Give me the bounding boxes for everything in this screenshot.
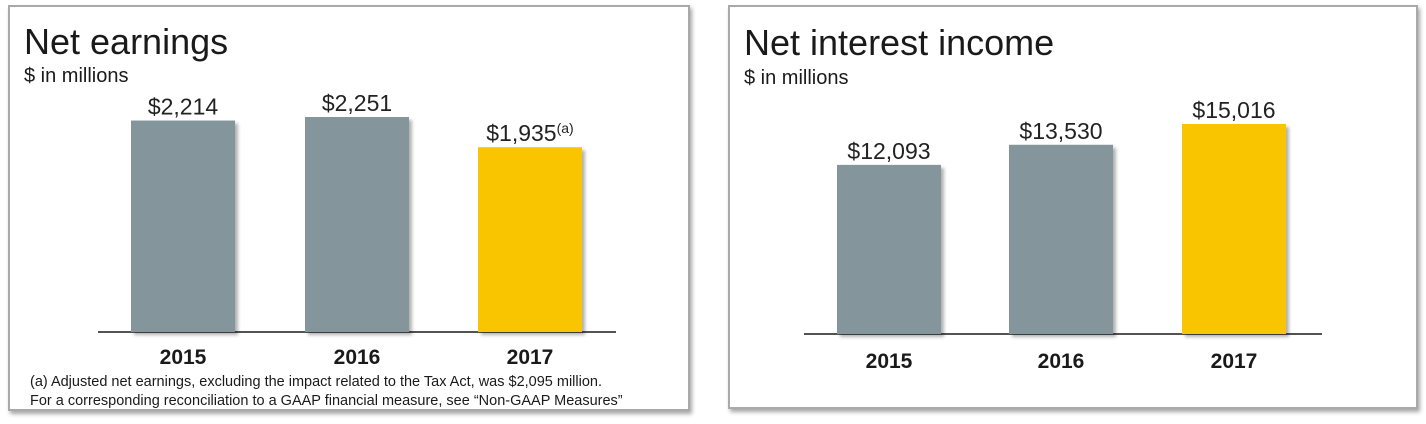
x-tick-2016: 2016 xyxy=(334,346,381,369)
x-tick-2017: 2017 xyxy=(1211,350,1258,373)
bar-2016 xyxy=(1009,144,1113,334)
x-tick-2015: 2015 xyxy=(866,350,913,373)
footnote-line-1: (a) Adjusted net earnings, excluding the… xyxy=(30,374,603,390)
net-earnings-chart: $2,214 2015 $2,251 2016 $1,935(a) 2017 xyxy=(98,90,616,369)
value-label-2017: $1,935(a) xyxy=(486,120,573,146)
net-interest-income-panel: Net interest income $ in millions $12,09… xyxy=(728,5,1418,409)
chart-title: Net interest income xyxy=(744,22,1055,63)
bar-2017 xyxy=(478,147,582,332)
x-tick-2016: 2016 xyxy=(1038,350,1085,373)
chart-title: Net earnings xyxy=(24,21,229,62)
bar-2017 xyxy=(1182,124,1286,334)
bar-2015 xyxy=(131,120,235,332)
net-earnings-panel: Net earnings $ in millions $2,214 2015 $2,… xyxy=(8,5,690,411)
value-label-2015: $12,093 xyxy=(847,138,930,164)
chart-subtitle: $ in millions xyxy=(744,67,849,89)
value-label-2015: $2,214 xyxy=(148,94,219,120)
value-label-2017: $15,016 xyxy=(1192,97,1275,123)
bar-2015 xyxy=(837,164,941,334)
footnote-line-2: For a corresponding reconciliation to a … xyxy=(30,393,623,409)
x-tick-2015: 2015 xyxy=(160,346,207,369)
value-label-2016: $2,251 xyxy=(322,90,392,116)
x-tick-2017: 2017 xyxy=(507,346,554,369)
bar-2016 xyxy=(305,117,409,332)
value-label-2016: $13,530 xyxy=(1019,118,1102,144)
chart-subtitle: $ in millions xyxy=(24,65,129,87)
net-interest-income-chart: $12,093 2015 $13,530 2016 $15,016 2017 xyxy=(804,97,1322,373)
